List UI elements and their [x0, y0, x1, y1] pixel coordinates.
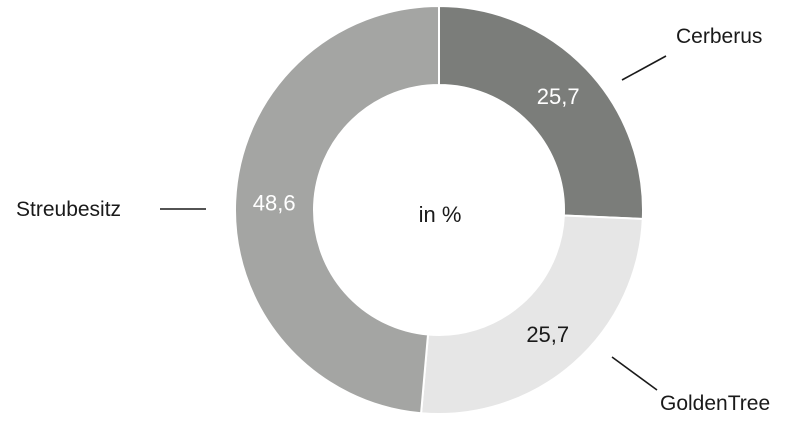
- slice-streubesitz: [234, 4, 440, 415]
- leader-line-cerberus: [621, 55, 667, 81]
- slice-goldentree: [419, 214, 644, 415]
- center-label: in %: [419, 202, 462, 227]
- data-label-goldentree: 25,7: [526, 322, 569, 347]
- value-labels: 25,7 25,7 48,6: [253, 84, 580, 347]
- leader-line-goldentree: [611, 356, 658, 391]
- category-label-cerberus: Cerberus: [676, 25, 762, 48]
- data-label-streubesitz: 48,6: [253, 191, 296, 216]
- slices: [234, 4, 644, 415]
- category-label-streubesitz: Streubesitz: [16, 198, 121, 221]
- slice-cerberus: [438, 4, 644, 221]
- data-label-cerberus: 25,7: [537, 84, 580, 109]
- category-label-goldentree: GoldenTree: [660, 392, 770, 415]
